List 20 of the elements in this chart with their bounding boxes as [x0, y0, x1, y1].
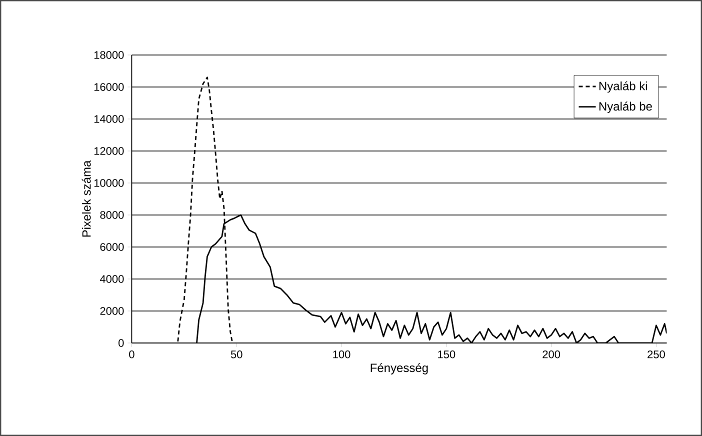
x-tick-label: 250: [648, 350, 665, 358]
x-tick-label: 50: [230, 350, 242, 358]
x-tick-label: 150: [438, 350, 456, 358]
y-tick-label: 0: [118, 339, 124, 347]
x-tick-label: 0: [129, 350, 134, 358]
y-tick-label: 12000: [94, 147, 124, 155]
x-tick-label: 200: [542, 350, 560, 358]
y-tick-label: 16000: [94, 83, 124, 91]
legend-label: Nyaláb be: [599, 102, 652, 113]
x-tick-label: 100: [333, 350, 350, 358]
legend-label: Nyaláb ki: [599, 81, 647, 93]
y-tick-label: 4000: [100, 275, 124, 283]
y-tick-label: 6000: [100, 243, 124, 251]
y-tick-label: 2000: [100, 307, 124, 315]
y-tick-label: 18000: [94, 51, 124, 59]
y-tick-label: 8000: [100, 211, 124, 219]
x-axis-title: Fényesség: [370, 363, 428, 374]
y-axis-title: Pixelek száma: [82, 160, 91, 237]
y-tick-label: 10000: [94, 179, 124, 187]
y-tick-label: 14000: [94, 115, 124, 123]
